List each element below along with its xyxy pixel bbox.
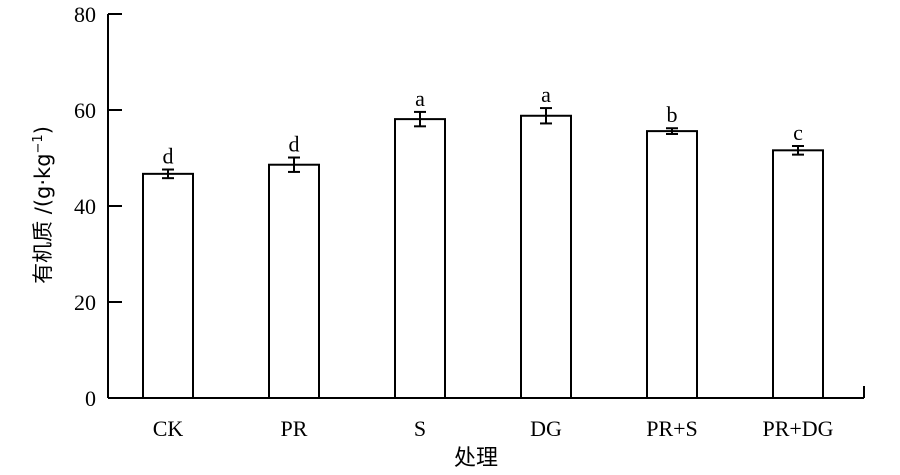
y-axis-label: 有机质 /(g·kg−1): [31, 126, 55, 284]
bar: [520, 114, 572, 399]
bar: [646, 130, 698, 399]
significance-letter: d: [163, 144, 174, 169]
x-tick-label: PR+S: [646, 416, 698, 441]
significance-letter: b: [667, 102, 678, 127]
x-tick-label: S: [414, 416, 426, 441]
y-ticks: 0 20 40 60 80: [74, 2, 122, 411]
bar: [772, 149, 824, 399]
significance-letter: d: [289, 132, 300, 157]
axes: [107, 14, 865, 399]
bars: d d a a b c: [142, 82, 824, 400]
significance-letter: c: [793, 120, 803, 145]
bar: [142, 172, 194, 399]
significance-letter: a: [541, 82, 551, 107]
x-tick-label: PR: [281, 416, 308, 441]
y-axis-label-close: ): [31, 126, 55, 134]
y-axis-label-main: 有机质 /(g·kg: [31, 153, 55, 283]
x-tick-label: CK: [153, 416, 184, 441]
y-tick-label: 40: [74, 194, 96, 219]
y-tick-label: 20: [74, 290, 96, 315]
x-tick-labels: CK PR S DG PR+S PR+DG: [153, 416, 834, 441]
y-tick-label: 0: [85, 386, 96, 411]
bar: [394, 118, 446, 400]
bar: [268, 163, 320, 399]
x-axis-label: 处理: [454, 446, 498, 471]
x-tick-label: PR+DG: [762, 416, 833, 441]
y-axis-label-sup: −1: [31, 134, 46, 153]
y-tick-label: 80: [74, 2, 96, 27]
significance-letter: a: [415, 86, 425, 111]
x-tick-label: DG: [530, 416, 562, 441]
y-tick-label: 60: [74, 98, 96, 123]
